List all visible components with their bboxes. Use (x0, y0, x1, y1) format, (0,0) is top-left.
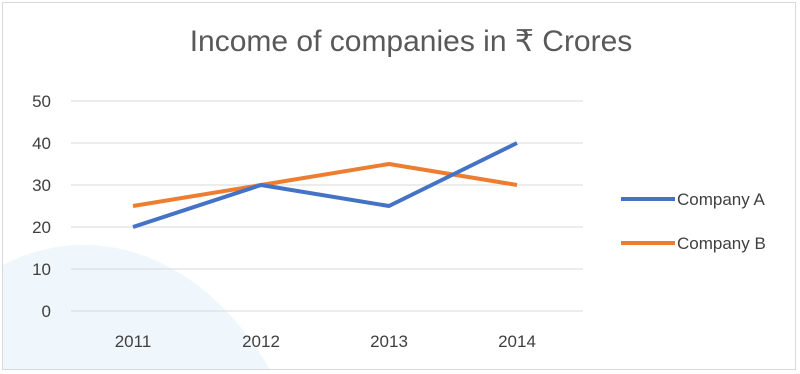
y-tick-label: 20 (32, 218, 51, 237)
chart-title: Income of companies in ₹ Crores (190, 25, 633, 58)
y-tick-label: 50 (32, 92, 51, 111)
y-tick-label: 0 (42, 302, 51, 321)
watermark-shape (3, 244, 270, 369)
line-chart: Income of companies in ₹ Crores 0 10 20 30 4… (3, 25, 766, 369)
x-tick-label: 2012 (242, 332, 280, 351)
x-axis-tick-labels: 2011 2012 2013 2014 (115, 332, 536, 351)
y-tick-label: 30 (32, 176, 51, 195)
gridlines (71, 100, 583, 312)
legend: Company A Company B (621, 190, 766, 253)
legend-label: Company B (677, 234, 766, 253)
x-tick-label: 2014 (498, 332, 536, 351)
x-tick-label: 2013 (370, 332, 408, 351)
legend-label: Company A (677, 190, 766, 209)
y-axis-tick-labels: 0 10 20 30 40 50 (32, 92, 51, 321)
x-tick-label: 2011 (115, 332, 152, 351)
chart-frame: Income of companies in ₹ Crores 0 10 20 30 4… (2, 2, 796, 370)
series-lines (132, 141, 518, 229)
series-line-company-a (132, 141, 518, 229)
y-tick-label: 10 (32, 260, 51, 279)
y-tick-label: 40 (32, 134, 51, 153)
